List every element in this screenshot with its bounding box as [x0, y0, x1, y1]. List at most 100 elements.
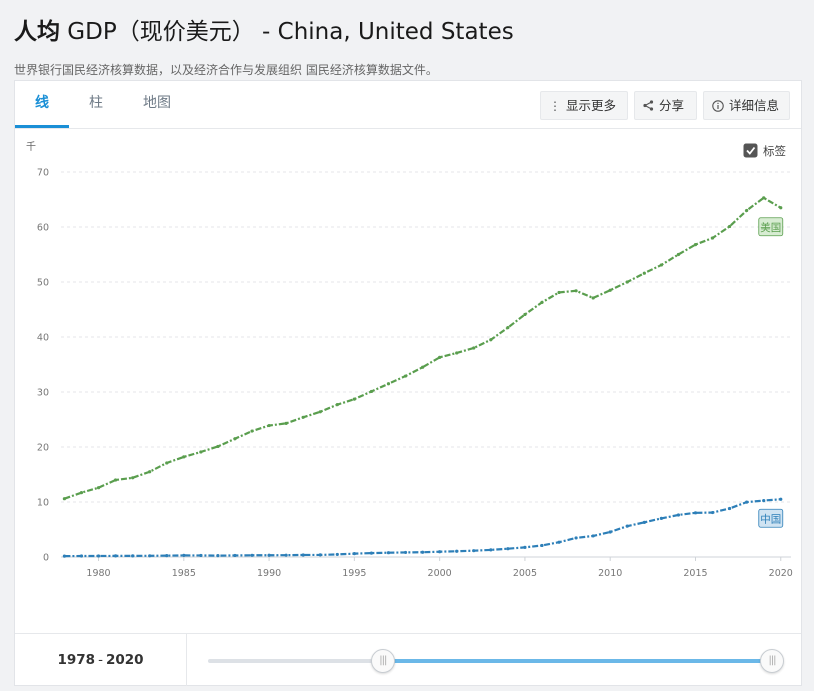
series-label-text: 美国: [760, 221, 781, 234]
data-point-china: [301, 553, 305, 557]
data-point-united-states: [182, 455, 186, 459]
data-point-china: [79, 554, 84, 558]
y-tick-label: 30: [37, 388, 49, 399]
data-point-china: [727, 506, 732, 511]
data-point-united-states: [693, 243, 698, 247]
data-point-united-states: [591, 296, 595, 300]
data-point-china: [113, 554, 118, 558]
data-point-china: [710, 510, 715, 515]
data-point-china: [523, 545, 527, 549]
data-point-china: [693, 511, 698, 515]
year-range-label: 1978-2020: [15, 634, 187, 686]
data-point-china: [96, 554, 101, 558]
details-button[interactable]: 详细信息: [703, 91, 790, 120]
data-point-china: [62, 554, 67, 558]
checkbox-box[interactable]: [743, 143, 758, 158]
tab-bar[interactable]: 柱: [89, 95, 103, 111]
data-point-china: [318, 553, 322, 557]
tab-line[interactable]: 线: [15, 81, 69, 128]
data-point-united-states: [710, 236, 715, 240]
data-point-china: [608, 530, 612, 534]
data-point-china: [199, 553, 203, 558]
data-point-china: [267, 553, 271, 557]
x-tick-label: 2020: [769, 568, 793, 579]
data-point-united-states: [148, 470, 152, 474]
data-point-united-states: [506, 326, 510, 330]
data-point-united-states: [352, 397, 356, 401]
data-point-china: [352, 552, 356, 556]
labels-checkbox[interactable]: 标签: [743, 143, 786, 158]
check-icon: [746, 146, 756, 155]
data-point-united-states: [199, 450, 203, 454]
data-point-china: [591, 534, 595, 538]
series-label-box: [758, 217, 784, 237]
range-end-handle[interactable]: |||: [760, 649, 784, 673]
data-point-united-states: [676, 252, 681, 257]
y-tick-label: 60: [37, 223, 49, 234]
toolbar-divider: [15, 128, 801, 129]
data-point-united-states: [403, 374, 408, 378]
data-point-china: [438, 550, 442, 554]
data-point-china: [659, 516, 663, 520]
series-label-text: 中国: [760, 512, 781, 525]
data-point-china: [250, 553, 254, 557]
page-title: 人均 GDP（现价美元） - China, United States: [14, 19, 514, 45]
range-slider-fill: [382, 659, 772, 663]
x-tick-label: 1980: [86, 568, 110, 579]
data-point-united-states: [642, 271, 646, 275]
share-icon: [643, 93, 654, 120]
x-tick-label: 2000: [428, 568, 452, 579]
data-point-china: [625, 524, 629, 528]
data-point-united-states: [250, 429, 254, 433]
info-icon: [712, 93, 724, 120]
data-point-united-states: [557, 290, 561, 295]
more-vertical-icon: ⋮: [549, 99, 561, 113]
data-point-united-states: [472, 346, 476, 350]
data-point-china: [455, 549, 459, 553]
data-point-united-states: [574, 289, 578, 293]
y-tick-label: 10: [37, 498, 49, 509]
data-point-china: [557, 540, 561, 544]
chart-card: 线 柱 地图 ⋮ 显示更多 分享 详细信息 千 0 10 20 30 40 50 60 70 198…: [14, 80, 802, 686]
series-line-united-states: [64, 196, 782, 500]
x-tick-label: 1990: [257, 568, 281, 579]
data-point-united-states: [233, 437, 237, 441]
data-point-china: [642, 520, 646, 524]
series-line-china: [64, 498, 781, 558]
data-point-united-states: [318, 410, 322, 414]
share-button[interactable]: 分享: [634, 91, 697, 120]
show-more-button[interactable]: ⋮ 显示更多: [540, 91, 628, 120]
x-tick-label: 2015: [683, 568, 707, 579]
series-label-united-states: 美国: [758, 217, 784, 237]
y-axis-unit-label: 千: [26, 141, 36, 153]
data-point-china: [540, 543, 544, 548]
data-point-china: [233, 553, 237, 558]
line-chart: 千 0 10 20 30 40 50 60 70 1980 1985 1990 1995 2000 2005…: [26, 141, 793, 579]
data-point-united-states: [779, 206, 783, 210]
x-tick-label: 1995: [342, 568, 366, 579]
data-point-china: [335, 552, 339, 557]
data-point-china: [676, 513, 681, 517]
y-tick-label: 20: [37, 443, 49, 454]
data-point-united-states: [420, 365, 425, 369]
data-point-china: [386, 551, 391, 555]
series-label-box: [758, 508, 784, 528]
data-point-united-states: [131, 476, 135, 480]
page-subtitle: 世界银行国民经济核算数据，以及经济合作与发展组织 国民经济核算数据文件。: [14, 63, 438, 77]
data-point-united-states: [727, 224, 732, 229]
data-point-united-states: [301, 415, 305, 419]
data-point-united-states: [489, 338, 493, 342]
data-point-china: [489, 548, 493, 552]
data-point-china: [165, 554, 169, 558]
data-point-united-states: [455, 351, 459, 355]
range-start-handle[interactable]: |||: [370, 649, 395, 673]
data-point-united-states: [625, 280, 629, 284]
y-tick-label: 0: [43, 553, 49, 564]
data-point-china: [420, 550, 425, 554]
data-point-united-states: [165, 461, 169, 465]
data-point-united-states: [284, 421, 288, 425]
tab-map[interactable]: 地图: [143, 95, 171, 111]
data-point-china: [131, 554, 135, 558]
data-point-china: [284, 553, 288, 557]
series-label-china: 中国: [758, 508, 784, 528]
